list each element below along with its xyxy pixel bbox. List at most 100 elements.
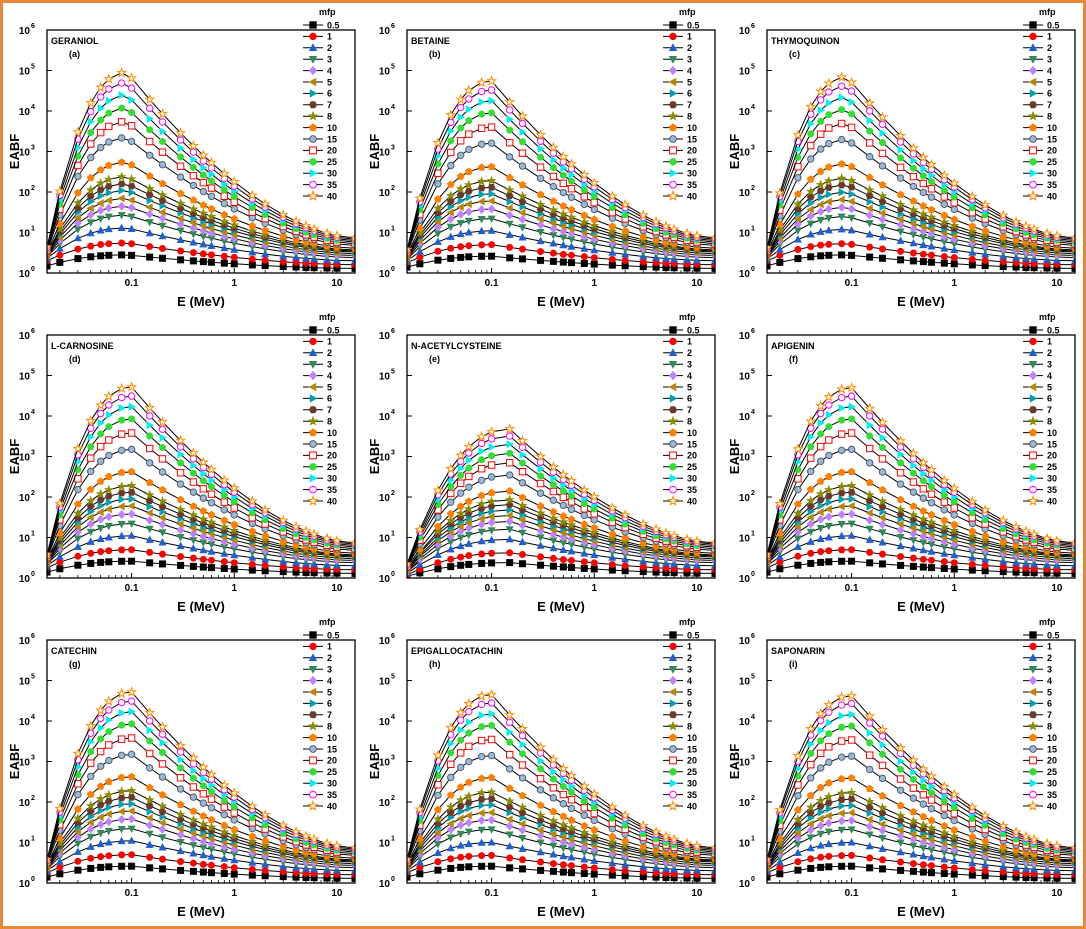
data-point — [825, 124, 833, 132]
data-point — [866, 116, 874, 125]
data-point — [331, 230, 343, 241]
y-tick-exponent: 5 — [31, 674, 35, 681]
data-point — [486, 688, 498, 700]
data-point — [908, 509, 919, 520]
data-point — [908, 816, 919, 826]
data-point — [105, 188, 114, 197]
data-point — [465, 757, 473, 766]
data-point — [128, 720, 136, 728]
data-point — [807, 740, 816, 749]
data-point — [825, 423, 833, 431]
data-point — [550, 767, 558, 776]
data-point — [95, 488, 106, 499]
x-tick-label: 10 — [1051, 888, 1063, 899]
data-point — [432, 137, 444, 148]
data-point — [260, 840, 271, 850]
y-tick-label: 10 — [379, 269, 391, 280]
data-point — [549, 821, 558, 829]
data-point — [465, 242, 473, 250]
legend-item: 40 — [303, 189, 337, 201]
legend-label: 4 — [327, 676, 332, 686]
data-point — [926, 212, 937, 222]
data-point — [199, 837, 208, 846]
legend-marker — [667, 720, 679, 731]
y-tick-exponent: 6 — [391, 328, 395, 335]
y-tick-exponent: 3 — [751, 450, 755, 457]
data-point — [116, 382, 128, 394]
data-point — [54, 223, 65, 234]
data-point — [145, 228, 154, 237]
data-point — [176, 785, 185, 793]
data-point — [660, 830, 672, 842]
legend-label: 1 — [1047, 642, 1052, 652]
data-point — [434, 180, 442, 188]
panel-title: GERANIOL — [51, 36, 99, 46]
legend-label: 3 — [687, 55, 692, 65]
data-point — [447, 148, 455, 157]
data-point — [919, 201, 928, 210]
data-point — [207, 251, 215, 259]
data-point — [230, 520, 239, 528]
data-point — [144, 183, 155, 193]
data-point — [816, 514, 825, 524]
data-point — [825, 401, 833, 409]
legend-label: 15 — [1047, 439, 1057, 449]
data-point — [517, 802, 528, 812]
data-point — [56, 863, 64, 871]
data-point — [117, 393, 126, 402]
x-axis-label: E (MeV) — [177, 294, 225, 308]
data-point — [105, 547, 113, 555]
data-point — [158, 560, 166, 568]
data-point — [117, 826, 126, 834]
y-tick-exponent: 0 — [751, 876, 755, 883]
data-point — [104, 838, 113, 846]
panel-label: (h) — [429, 659, 441, 669]
legend-item: 4 — [1023, 370, 1052, 381]
legend-marker — [309, 768, 317, 776]
data-point — [456, 220, 465, 228]
data-point — [897, 757, 905, 766]
data-point — [105, 741, 113, 749]
legend-marker — [307, 110, 319, 121]
data-point — [176, 541, 185, 550]
data-point — [938, 169, 950, 181]
data-point — [277, 514, 289, 526]
data-point — [86, 210, 95, 220]
legend-item: 8 — [663, 415, 692, 427]
legend-item: 4 — [303, 370, 332, 381]
data-point — [220, 259, 228, 267]
data-point — [517, 434, 528, 446]
data-point — [248, 865, 256, 873]
legend-item: 10 — [663, 733, 697, 743]
data-point — [909, 524, 917, 533]
data-point — [105, 706, 113, 714]
data-point — [897, 553, 905, 561]
data-point — [949, 220, 960, 230]
data-point — [445, 109, 457, 120]
legend-item: 30 — [303, 169, 337, 179]
data-point — [549, 867, 557, 875]
x-tick-label: 10 — [1051, 583, 1063, 594]
data-point — [158, 179, 167, 187]
data-point — [104, 183, 113, 190]
data-point — [279, 232, 288, 240]
data-point — [477, 163, 486, 171]
data-point — [74, 790, 82, 799]
legend-marker — [1029, 485, 1037, 494]
data-point — [157, 495, 168, 506]
legend-marker — [1029, 642, 1037, 651]
x-tick-label: 10 — [691, 583, 703, 594]
data-point — [537, 472, 545, 480]
legend-marker — [309, 778, 318, 788]
data-point — [557, 150, 569, 162]
data-point — [145, 535, 154, 543]
data-point — [73, 226, 82, 234]
legend-marker — [309, 337, 317, 346]
data-point — [909, 529, 918, 539]
data-point — [878, 732, 887, 740]
legend-label: 7 — [1047, 405, 1052, 415]
data-point — [56, 565, 64, 573]
data-point — [478, 110, 486, 118]
data-point — [709, 537, 715, 548]
